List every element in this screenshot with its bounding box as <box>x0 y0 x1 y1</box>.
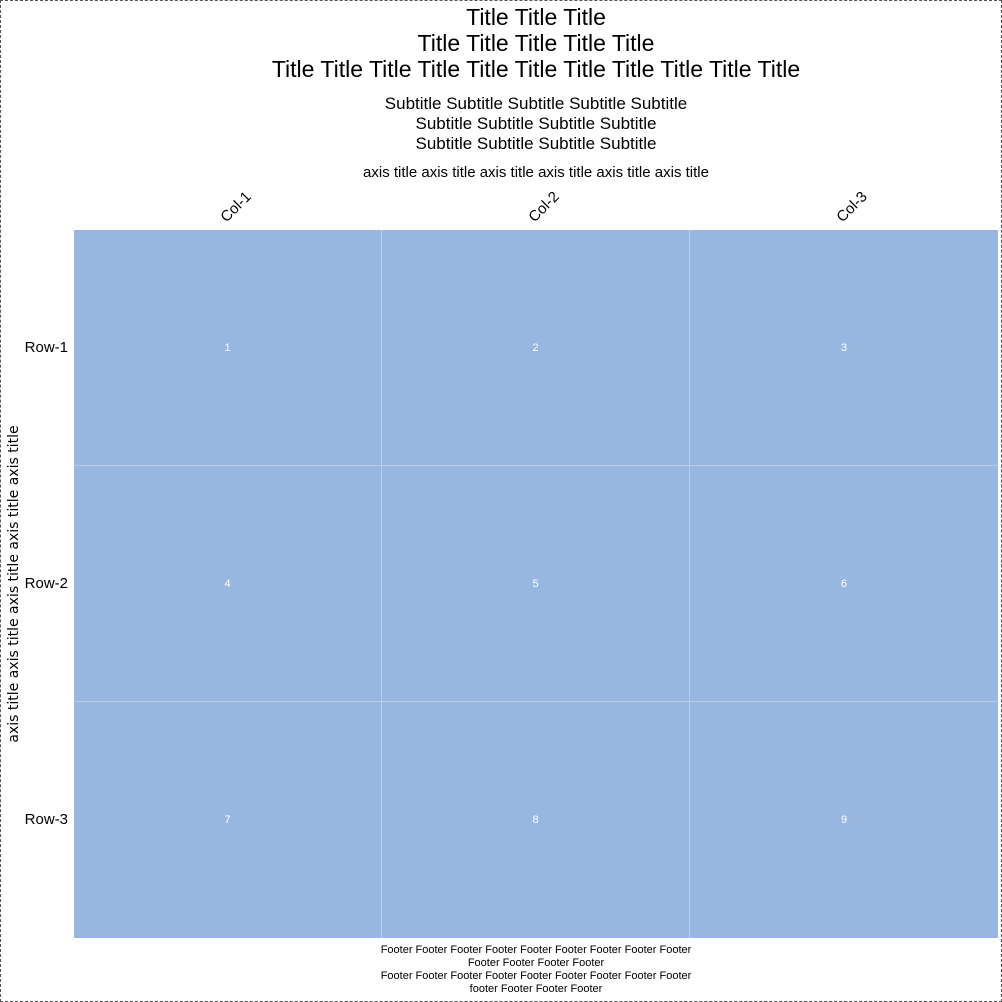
title-line-1: Title Title Title <box>466 4 606 30</box>
heatmap-cell: 8 <box>382 702 690 938</box>
heatmap-grid: 1 2 3 4 5 6 7 8 9 <box>74 230 998 938</box>
heatmap-cell: 1 <box>74 230 382 466</box>
x-axis-title: axis title axis title axis title axis ti… <box>363 164 709 181</box>
heatmap-cell: 5 <box>382 466 690 702</box>
title-line-2: Title Title Title Title Title <box>417 30 655 56</box>
heatmap-cell: 4 <box>74 466 382 702</box>
footer-line-2: Footer Footer Footer Footer <box>467 957 605 969</box>
row-label-2: Row-2 <box>24 575 68 592</box>
heatmap-cell: 6 <box>690 466 998 702</box>
row-label-1: Row-1 <box>24 339 68 356</box>
row-label-3: Row-3 <box>24 811 68 828</box>
chart-footer: Footer Footer Footer Footer Footer Foote… <box>74 944 998 996</box>
subtitle-line-3: Subtitle Subtitle Subtitle Subtitle <box>415 134 657 153</box>
subtitle-line-2: Subtitle Subtitle Subtitle Subtitle <box>415 114 657 133</box>
heatmap-cell: 2 <box>382 230 690 466</box>
chart-title: Title Title Title Title Title Title Titl… <box>74 4 998 82</box>
heatmap-cell: 7 <box>74 702 382 938</box>
heatmap-cell: 9 <box>840 814 848 826</box>
footer-line-3: Footer Footer Footer Footer Footer Foote… <box>380 970 692 982</box>
footer-line-1: Footer Footer Footer Footer Footer Foote… <box>380 944 692 956</box>
heatmap-cell: 3 <box>690 230 998 466</box>
title-line-3: Title Title Title Title Title Title Titl… <box>271 56 801 82</box>
subtitle-line-1: Subtitle Subtitle Subtitle Subtitle Subt… <box>384 94 688 113</box>
footer-line-4: footer Footer Footer Footer <box>469 983 603 995</box>
chart-subtitle: Subtitle Subtitle Subtitle Subtitle Subt… <box>74 94 998 154</box>
